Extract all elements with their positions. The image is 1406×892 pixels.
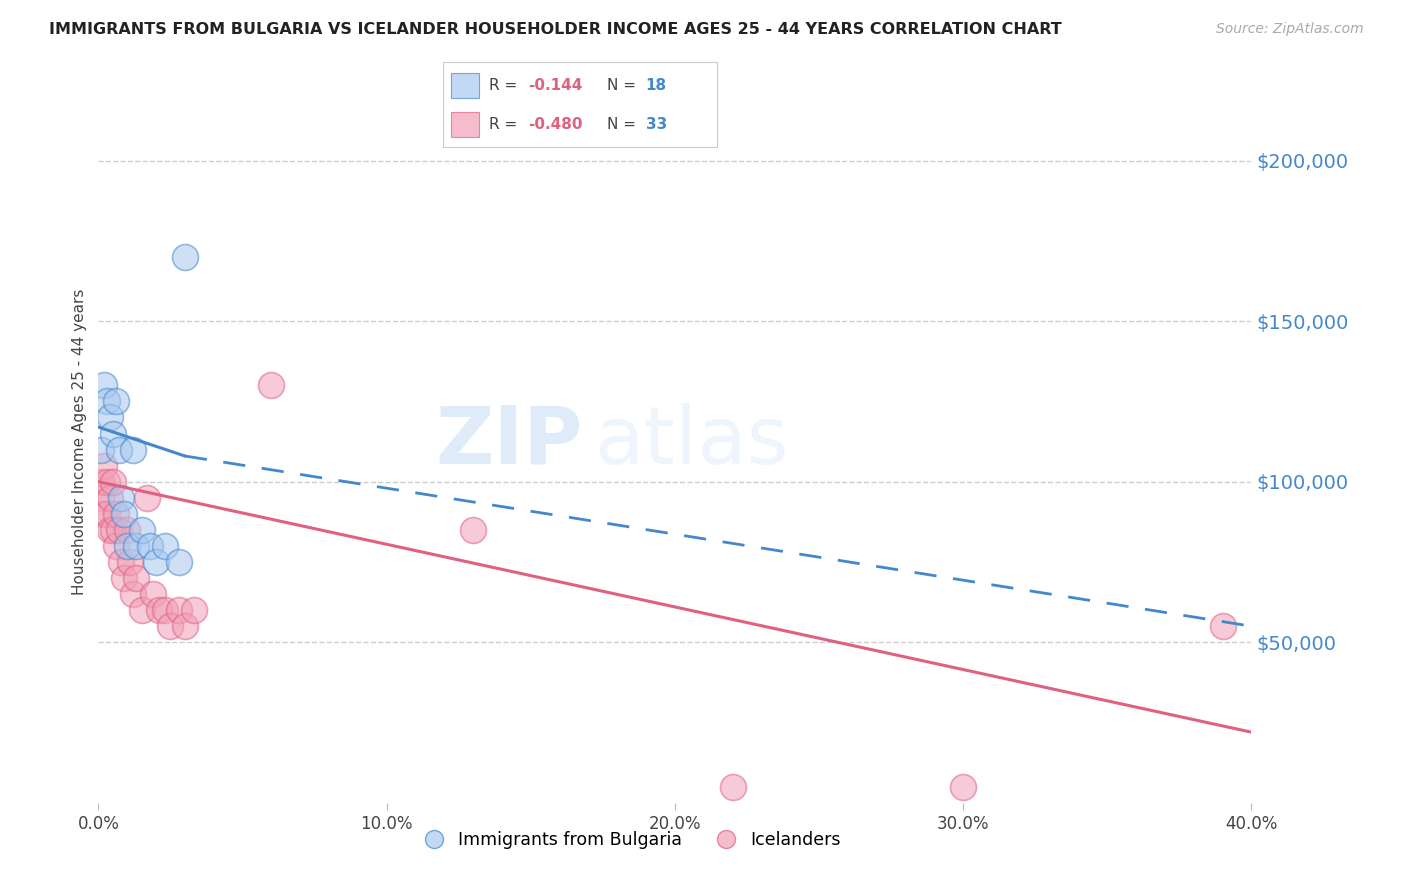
FancyBboxPatch shape bbox=[451, 112, 478, 137]
Point bbox=[93, 507, 115, 521]
Text: -0.144: -0.144 bbox=[527, 78, 582, 93]
Point bbox=[112, 507, 135, 521]
Point bbox=[1212, 619, 1234, 633]
Point bbox=[101, 426, 124, 441]
Point bbox=[98, 523, 121, 537]
Text: Source: ZipAtlas.com: Source: ZipAtlas.com bbox=[1216, 22, 1364, 37]
Point bbox=[117, 539, 139, 553]
Point bbox=[125, 539, 148, 553]
Point bbox=[131, 603, 153, 617]
Point bbox=[93, 378, 115, 392]
Text: IMMIGRANTS FROM BULGARIA VS ICELANDER HOUSEHOLDER INCOME AGES 25 - 44 YEARS CORR: IMMIGRANTS FROM BULGARIA VS ICELANDER HO… bbox=[49, 22, 1062, 37]
Y-axis label: Householder Income Ages 25 - 44 years: Householder Income Ages 25 - 44 years bbox=[72, 288, 87, 595]
Text: ZIP: ZIP bbox=[436, 402, 582, 481]
Point bbox=[96, 507, 118, 521]
Point bbox=[131, 523, 153, 537]
Text: R =: R = bbox=[489, 117, 523, 132]
Point bbox=[142, 587, 165, 601]
Point bbox=[461, 523, 484, 537]
Text: -0.480: -0.480 bbox=[527, 117, 582, 132]
Point bbox=[98, 491, 121, 505]
Point bbox=[120, 555, 142, 569]
Point bbox=[101, 475, 124, 489]
Point bbox=[90, 491, 112, 505]
Point bbox=[98, 410, 121, 425]
Point bbox=[153, 539, 176, 553]
FancyBboxPatch shape bbox=[451, 72, 478, 98]
Legend: Immigrants from Bulgaria, Icelanders: Immigrants from Bulgaria, Icelanders bbox=[411, 823, 848, 855]
Point bbox=[183, 603, 205, 617]
Text: 18: 18 bbox=[645, 78, 666, 93]
Point bbox=[110, 555, 132, 569]
Point bbox=[104, 507, 127, 521]
Point bbox=[153, 603, 176, 617]
Point bbox=[167, 603, 190, 617]
Point bbox=[96, 394, 118, 409]
Point bbox=[139, 539, 162, 553]
Point bbox=[90, 475, 112, 489]
Point bbox=[159, 619, 181, 633]
Text: N =: N = bbox=[607, 78, 641, 93]
Point bbox=[260, 378, 283, 392]
Point bbox=[96, 475, 118, 489]
Point bbox=[107, 523, 129, 537]
Point bbox=[112, 571, 135, 585]
Text: 33: 33 bbox=[645, 117, 666, 132]
Point bbox=[122, 442, 145, 457]
Point bbox=[145, 555, 167, 569]
Point bbox=[136, 491, 159, 505]
Point bbox=[174, 619, 197, 633]
Point bbox=[107, 442, 129, 457]
Point bbox=[117, 523, 139, 537]
Point bbox=[721, 780, 744, 794]
Point bbox=[167, 555, 190, 569]
Point bbox=[101, 523, 124, 537]
Point bbox=[952, 780, 974, 794]
Point bbox=[122, 587, 145, 601]
Point bbox=[93, 458, 115, 473]
Point bbox=[90, 442, 112, 457]
Point bbox=[174, 250, 197, 264]
Point bbox=[104, 394, 127, 409]
Text: N =: N = bbox=[607, 117, 641, 132]
Point bbox=[110, 491, 132, 505]
Text: R =: R = bbox=[489, 78, 523, 93]
Point bbox=[125, 571, 148, 585]
Point bbox=[148, 603, 170, 617]
Text: atlas: atlas bbox=[595, 402, 789, 481]
Point bbox=[104, 539, 127, 553]
